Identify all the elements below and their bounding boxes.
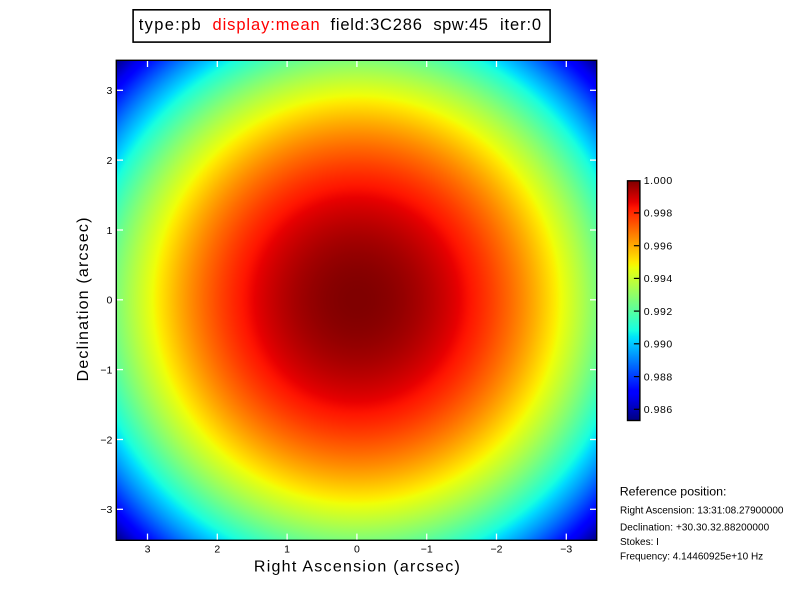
svg-text:Right Ascension (arcsec): Right Ascension (arcsec) [254,558,461,575]
svg-text:3: 3 [145,543,151,555]
svg-text:0: 0 [354,543,360,555]
svg-text:0.998: 0.998 [644,208,673,220]
svg-text:2: 2 [106,155,112,167]
svg-text:0.996: 0.996 [644,240,673,252]
svg-text:spw:45: spw:45 [433,16,488,34]
svg-text:−3: −3 [100,504,112,516]
svg-text:−2: −2 [100,434,112,446]
svg-text:Frequency: 4.14460925e+10 Hz: Frequency: 4.14460925e+10 Hz [620,552,763,563]
svg-text:−1: −1 [100,364,112,376]
svg-text:Reference position:: Reference position: [620,485,727,499]
svg-text:type:pb: type:pb [139,16,202,34]
svg-text:Declination: +30.30.32.8820000: Declination: +30.30.32.88200000 [620,523,770,534]
svg-text:−2: −2 [491,543,503,555]
svg-text:iter:0: iter:0 [500,16,542,34]
svg-text:field:3C286: field:3C286 [331,16,423,34]
svg-text:1.000: 1.000 [644,175,673,187]
svg-text:display:mean: display:mean [213,16,321,34]
svg-text:−3: −3 [560,543,572,555]
svg-text:0.994: 0.994 [644,273,673,285]
svg-text:0: 0 [106,295,112,307]
svg-text:Stokes: I: Stokes: I [620,537,659,548]
svg-text:3: 3 [106,85,112,97]
svg-text:Declination (arcsec): Declination (arcsec) [75,216,92,381]
svg-text:0.992: 0.992 [644,306,673,318]
svg-text:−1: −1 [421,543,433,555]
svg-text:0.990: 0.990 [644,339,673,351]
svg-text:0.988: 0.988 [644,371,673,383]
svg-text:1: 1 [284,543,290,555]
svg-text:2: 2 [214,543,220,555]
svg-text:1: 1 [106,225,112,237]
svg-text:0.986: 0.986 [644,404,673,416]
svg-text:Right Ascension: 13:31:08.2790: Right Ascension: 13:31:08.27900000 [620,506,784,517]
